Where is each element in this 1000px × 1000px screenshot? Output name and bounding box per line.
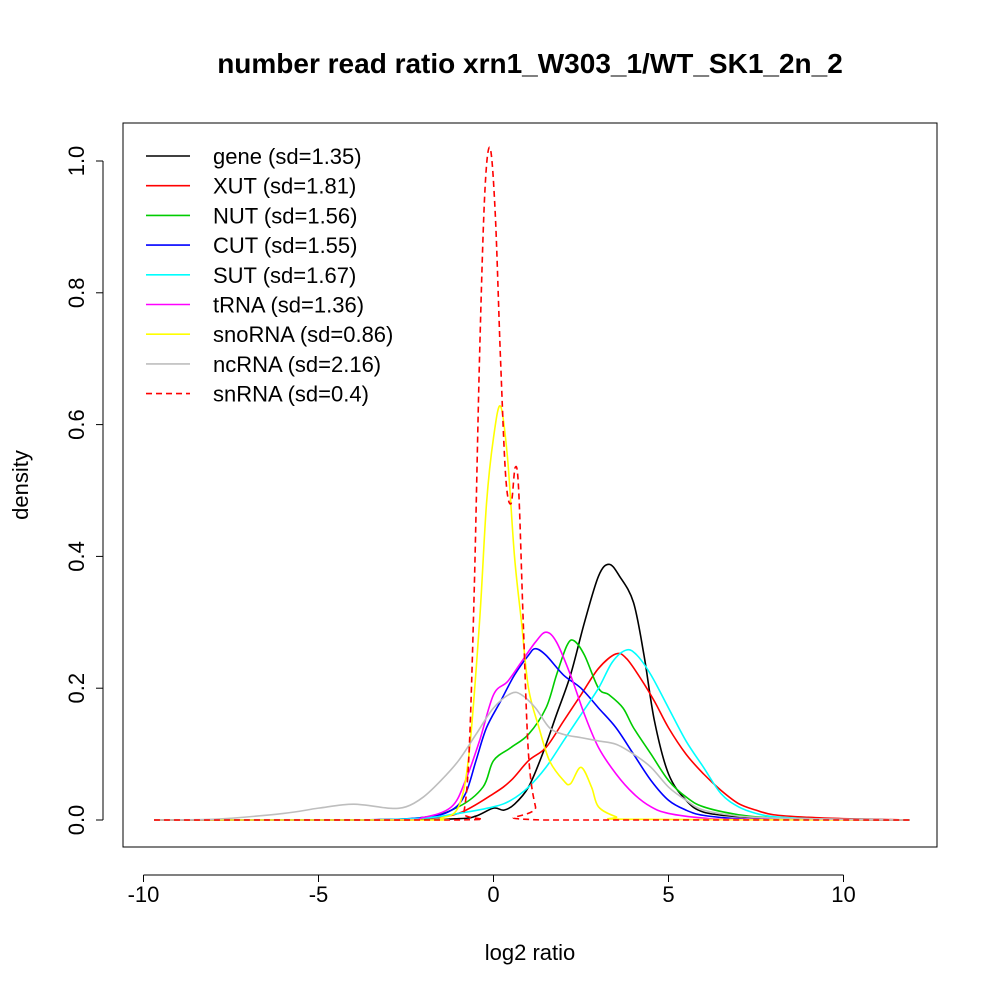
series-line-xut — [154, 652, 911, 821]
plot-area-frame — [122, 122, 938, 848]
series-line-snorna — [154, 405, 911, 821]
legend-label-trna: tRNA (sd=1.36) — [213, 293, 364, 318]
y-tick-label: 0.8 — [64, 278, 89, 309]
x-tick-label: -10 — [128, 882, 160, 907]
series-line-cut — [154, 647, 911, 821]
series-layer — [153, 146, 911, 821]
x-tick-label: -5 — [309, 882, 329, 907]
chart-title: number read ratio xrn1_W303_1/WT_SK1_2n_… — [217, 48, 843, 79]
legend-label-cut: CUT (sd=1.55) — [213, 233, 357, 258]
y-tick-label: 0.0 — [64, 805, 89, 836]
y-tick-label: 0.2 — [64, 673, 89, 704]
series-line-gene — [154, 563, 911, 821]
y-tick-label: 0.4 — [64, 541, 89, 572]
x-axis-label: log2 ratio — [485, 940, 576, 965]
legend-label-ncrna: ncRNA (sd=2.16) — [213, 352, 381, 377]
y-axis: 0.0 0.2 0.4 0.6 0.8 1.0 — [64, 146, 104, 836]
legend-label-snorna: snoRNA (sd=0.86) — [213, 322, 393, 347]
series-line-nut — [154, 639, 911, 821]
legend-label-snrna: snRNA (sd=0.4) — [213, 382, 369, 407]
series-line-sut — [154, 648, 911, 821]
series-line-ncrna — [153, 691, 911, 821]
y-tick-label: 1.0 — [64, 146, 89, 177]
x-tick-label: 5 — [662, 882, 674, 907]
x-tick-label: 0 — [487, 882, 499, 907]
x-axis: -10 -5 0 5 10 — [128, 874, 856, 907]
series-line-trna — [154, 631, 911, 821]
legend-label-gene: gene (sd=1.35) — [213, 144, 362, 169]
legend-label-xut: XUT (sd=1.81) — [213, 174, 356, 199]
legend-label-sut: SUT (sd=1.67) — [213, 263, 356, 288]
y-tick-label: 0.6 — [64, 409, 89, 440]
series-line-snrna — [154, 146, 910, 821]
x-tick-label: 10 — [831, 882, 855, 907]
y-axis-label: density — [8, 450, 33, 520]
legend: gene (sd=1.35) XUT (sd=1.81) NUT (sd=1.56)… — [146, 144, 393, 407]
legend-label-nut: NUT (sd=1.56) — [213, 203, 357, 228]
